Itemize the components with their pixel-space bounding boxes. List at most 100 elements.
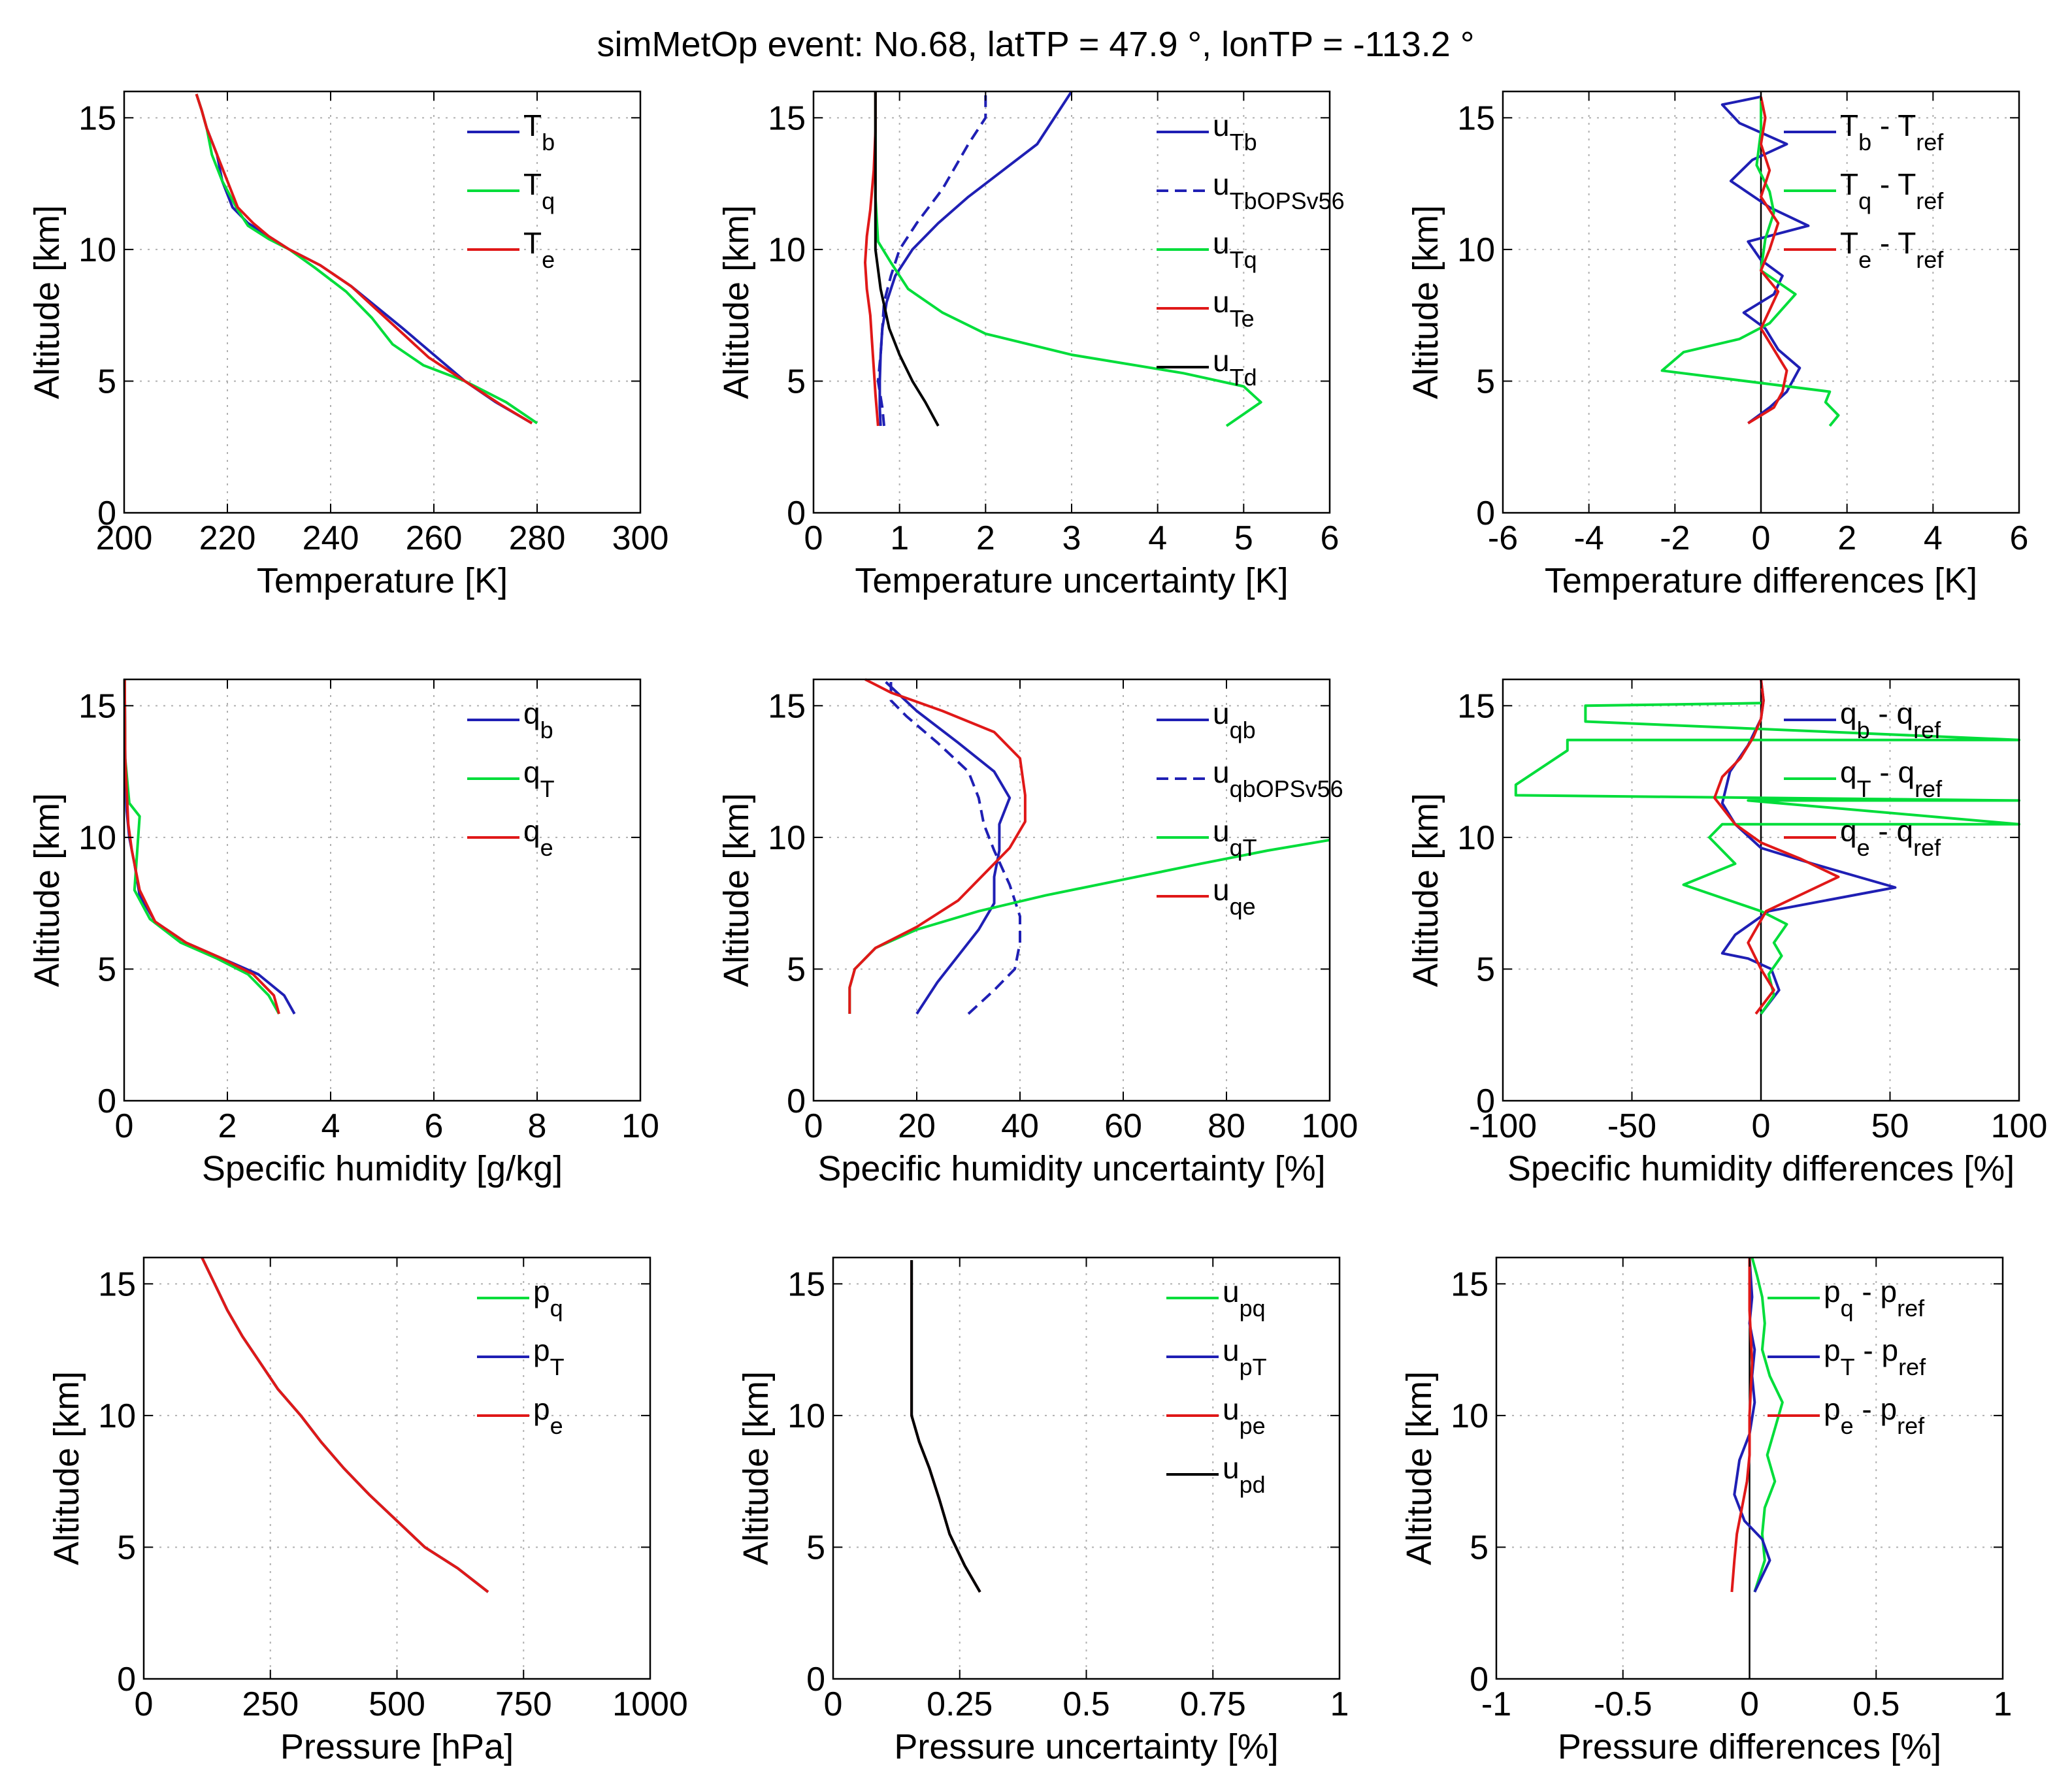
plot-area: [124, 679, 640, 1101]
y-tick-label: 10: [78, 819, 116, 857]
legend-entry: pT: [533, 1333, 565, 1380]
series-line: [848, 678, 1027, 1014]
y-tick-label: 5: [97, 950, 116, 988]
x-tick-label: 60: [1104, 1107, 1142, 1145]
x-tick-label: 1: [1994, 1685, 2013, 1723]
legend-entry: uqe: [1213, 873, 1256, 920]
x-axis-label: Pressure differences [%]: [1558, 1727, 1941, 1766]
x-tick-label: 0.5: [1062, 1685, 1110, 1723]
x-tick-label: 300: [612, 519, 669, 557]
legend-entry: qb - qref: [1840, 696, 1941, 743]
y-tick-label: 5: [117, 1529, 136, 1567]
y-axis-label: Altitude [km]: [1400, 1371, 1439, 1565]
axes-frame: [123, 90, 642, 514]
y-axis-label: Altitude [km]: [27, 205, 67, 399]
plot-area: [124, 91, 640, 513]
x-tick-label: 280: [509, 519, 566, 557]
series-line: [1720, 95, 1810, 425]
legend-entry: pq: [533, 1275, 563, 1322]
figure-title: simMetOp event: No.68, latTP = 47.9 °, l…: [597, 25, 1475, 64]
series-line: [123, 679, 280, 1015]
y-tick-label: 15: [768, 687, 806, 725]
x-tick-label: 0: [824, 1685, 843, 1723]
x-tick-label: 8: [528, 1107, 547, 1145]
x-tick-label: 0: [1740, 1685, 1759, 1723]
legend-entry: uTe: [1213, 285, 1255, 332]
x-tick-label: -0.5: [1594, 1685, 1653, 1723]
y-tick-label: 5: [1476, 363, 1495, 400]
y-tick-label: 10: [1451, 1397, 1488, 1435]
legend-entry: qT - qref: [1840, 755, 1943, 802]
legend-entry: Te - Tref: [1840, 226, 1944, 273]
legend-entry: Tq - Tref: [1840, 167, 1944, 214]
y-tick-label: 0: [117, 1661, 136, 1698]
x-tick-label: -100: [1469, 1107, 1537, 1145]
y-tick-label: 15: [78, 99, 116, 137]
y-tick-label: 5: [787, 950, 806, 988]
x-tick-label: 2: [976, 519, 995, 557]
series-line: [874, 91, 940, 427]
x-tick-label: 0: [804, 1107, 823, 1145]
series-line: [1713, 679, 1840, 1015]
x-tick-label: 0.25: [927, 1685, 993, 1723]
y-tick-label: 0: [97, 1082, 116, 1120]
y-axis-label: Altitude [km]: [717, 793, 756, 987]
y-tick-label: 10: [768, 231, 806, 269]
y-axis-label: Altitude [km]: [736, 1371, 776, 1565]
series-line: [910, 1260, 981, 1593]
y-tick-label: 15: [1457, 99, 1495, 137]
series-line: [1660, 97, 1840, 427]
y-tick-label: 0: [1476, 495, 1495, 532]
chart-panel: -6 -4 -2 0 2 4 6 0 5 10 15 Temperature differences …: [1406, 90, 2028, 600]
chart-panel: 200 220 240 260 280 300 0 5 10 15 Temperature [K] A…: [27, 90, 669, 600]
x-axis-label: Specific humidity differences [%]: [1507, 1149, 2014, 1188]
x-tick-label: 0.5: [1852, 1685, 1899, 1723]
legend-entry: uTb: [1213, 108, 1257, 155]
chart-panel: 0 250 500 750 1000 0 5 10 15 Pressure [hPa] Altitu…: [47, 1256, 688, 1766]
x-tick-label: 6: [1321, 519, 1340, 557]
x-tick-label: 4: [321, 1107, 340, 1145]
legend-entry: pe - pref: [1824, 1392, 1925, 1439]
legend-entry: uqb: [1213, 696, 1256, 743]
series-line: [195, 93, 533, 425]
legend-entry: pq - pref: [1824, 1275, 1925, 1322]
x-tick-label: 0: [1752, 1107, 1771, 1145]
series-line: [876, 91, 987, 427]
chart-panel: 0 20 40 60 80 100 0 5 10 15 Specific humidity unce…: [717, 678, 1358, 1188]
x-tick-label: 10: [621, 1107, 659, 1145]
x-tick-label: 2: [1837, 519, 1856, 557]
x-axis-label: Pressure uncertainty [%]: [894, 1727, 1278, 1766]
x-tick-label: 1000: [612, 1685, 688, 1723]
y-tick-label: 10: [98, 1397, 136, 1435]
y-axis-label: Altitude [km]: [717, 205, 756, 399]
plot-area: [814, 91, 1330, 513]
legend-entry: qT: [523, 755, 555, 802]
x-tick-label: 0: [135, 1685, 154, 1723]
x-axis-label: Temperature differences [K]: [1545, 561, 1977, 600]
x-tick-label: 20: [898, 1107, 936, 1145]
y-tick-label: 0: [1470, 1661, 1488, 1698]
x-tick-label: 6: [425, 1107, 444, 1145]
x-tick-label: 1: [890, 519, 909, 557]
x-tick-label: 0: [1752, 519, 1771, 557]
y-tick-label: 10: [1457, 819, 1495, 857]
y-tick-label: 15: [1457, 687, 1495, 725]
legend-entry: uTq: [1213, 226, 1257, 273]
legend-entry: pe: [533, 1392, 563, 1439]
y-tick-label: 15: [787, 1265, 825, 1303]
x-tick-label: 100: [1302, 1107, 1358, 1145]
chart-panel: 0 2 4 6 8 10 0 5 10 15 Specific humidity [g/kg] Alt…: [27, 678, 659, 1188]
y-tick-label: 5: [787, 363, 806, 400]
x-tick-label: 3: [1062, 519, 1081, 557]
y-tick-label: 10: [1457, 231, 1495, 269]
x-tick-label: -4: [1574, 519, 1604, 557]
y-axis-label: Altitude [km]: [1406, 793, 1445, 987]
x-tick-label: 0.75: [1180, 1685, 1246, 1723]
legend-entry: pT - pref: [1824, 1333, 1926, 1380]
y-tick-label: 15: [98, 1265, 136, 1303]
legend-entry: uTd: [1213, 344, 1257, 391]
x-tick-label: 40: [1001, 1107, 1039, 1145]
x-tick-label: 200: [96, 519, 153, 557]
